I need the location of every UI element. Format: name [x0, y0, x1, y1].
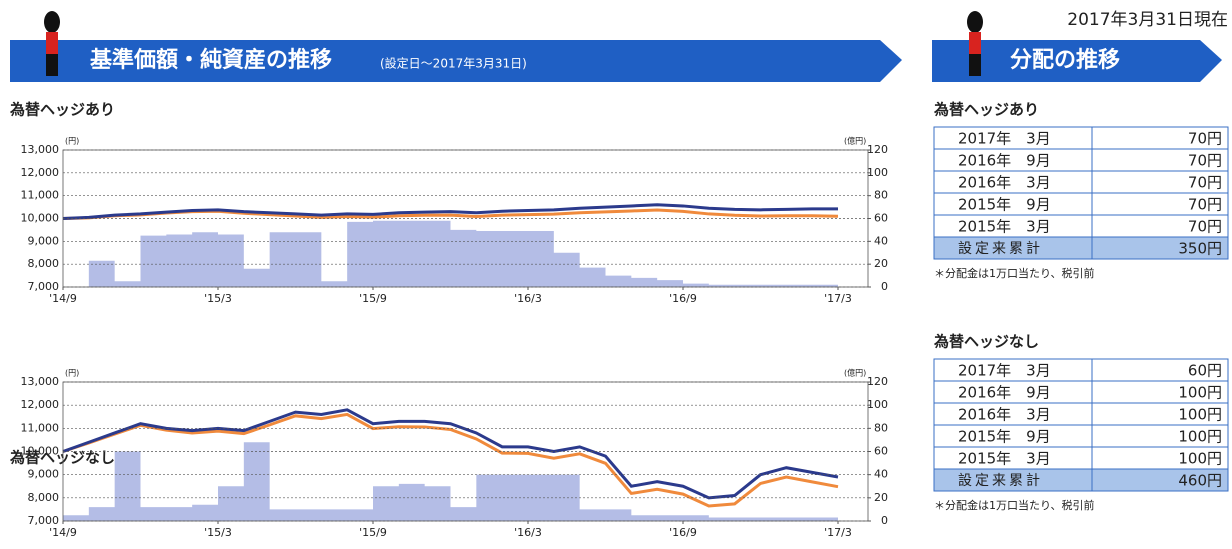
date-cell: 2016年 9月: [958, 384, 1051, 402]
x-tick-label: '14/9: [49, 526, 77, 539]
y-tick-label: 9,000: [28, 468, 60, 481]
x-tick-label: '15/3: [204, 292, 232, 305]
y2-tick-label: 20: [874, 491, 888, 504]
y-tick-label: 13,000: [21, 143, 60, 156]
net-assets-area: [63, 442, 838, 521]
amount-cell: 70円: [1188, 152, 1222, 170]
date-cell: 2017年 3月: [958, 130, 1051, 148]
as-of-date: 2017年3月31日現在: [1067, 10, 1228, 30]
amount-cell: 100円: [1178, 384, 1222, 402]
y-unit: (円): [65, 137, 79, 146]
date-cell: 2015年 3月: [958, 450, 1051, 468]
chart-title: 為替ヘッジあり: [9, 101, 115, 119]
nav-line: [63, 410, 838, 498]
y2-tick-label: 80: [874, 421, 888, 434]
date-cell: 2016年 9月: [958, 152, 1051, 170]
amount-cell: 100円: [1178, 450, 1222, 468]
amount-cell: 100円: [1178, 406, 1222, 424]
date-cell: 2016年 3月: [958, 174, 1051, 192]
date-cell: 2015年 9月: [958, 428, 1051, 446]
x-tick-label: '17/3: [824, 526, 852, 539]
amount-cell: 100円: [1178, 428, 1222, 446]
table-title: 為替ヘッジあり: [933, 101, 1039, 119]
x-tick-label: '16/9: [669, 292, 697, 305]
section-title: 基準価額・純資産の推移: [90, 47, 332, 73]
y-tick-label: 8,000: [28, 491, 60, 504]
x-tick-label: '16/3: [514, 526, 542, 539]
amount-cell: 70円: [1188, 130, 1222, 148]
section-title: 分配の推移: [1010, 47, 1120, 73]
y2-tick-label: 40: [874, 234, 888, 247]
net-assets-area: [63, 221, 838, 287]
x-tick-label: '17/3: [824, 292, 852, 305]
table-title: 為替ヘッジなし: [933, 333, 1039, 351]
page: 基準価額・純資産の推移 (設定日～2017年3月31日) 2017年3月31日現…: [0, 0, 1232, 549]
total-amount: 350円: [1178, 240, 1222, 258]
y2-tick-label: 20: [874, 257, 888, 270]
y-tick-label: 13,000: [21, 375, 60, 388]
x-tick-label: '15/9: [359, 292, 387, 305]
amount-cell: 70円: [1188, 196, 1222, 214]
y2-tick-label: 0: [881, 280, 888, 293]
y-tick-label: 11,000: [21, 189, 60, 202]
y-tick-label: 11,000: [21, 421, 60, 434]
date-cell: 2015年 9月: [958, 196, 1051, 214]
total-label: 設定来累計: [958, 241, 1043, 257]
y-unit: (円): [65, 369, 79, 378]
y-tick-label: 9,000: [28, 234, 60, 247]
y2-tick-label: 0: [881, 514, 888, 527]
y-tick-label: 8,000: [28, 257, 60, 270]
x-tick-label: '14/9: [49, 292, 77, 305]
y-tick-label: 10,000: [21, 445, 60, 458]
table-note: ＊分配金は1万口当たり、税引前: [934, 266, 1095, 280]
total-label: 設定来累計: [958, 473, 1043, 489]
y-tick-label: 10,000: [21, 212, 60, 225]
y2-tick-label: 40: [874, 468, 888, 481]
y2-unit: (億円): [844, 136, 866, 146]
date-cell: 2015年 3月: [958, 218, 1051, 236]
x-tick-label: '16/3: [514, 292, 542, 305]
amount-cell: 70円: [1188, 218, 1222, 236]
amount-cell: 60円: [1188, 362, 1222, 380]
y2-unit: (億円): [844, 368, 866, 378]
x-tick-label: '15/3: [204, 526, 232, 539]
y2-tick-label: 60: [874, 445, 888, 458]
amount-cell: 70円: [1188, 174, 1222, 192]
period: (設定日～2017年3月31日): [380, 56, 527, 71]
y2-tick-label: 80: [874, 189, 888, 202]
y-tick-label: 12,000: [21, 166, 60, 179]
y2-tick-label: 60: [874, 212, 888, 225]
page-canvas: 基準価額・純資産の推移 (設定日～2017年3月31日) 2017年3月31日現…: [0, 0, 1232, 549]
date-cell: 2017年 3月: [958, 362, 1051, 380]
date-cell: 2016年 3月: [958, 406, 1051, 424]
x-tick-label: '16/9: [669, 526, 697, 539]
table-note: ＊分配金は1万口当たり、税引前: [934, 498, 1095, 512]
y-tick-label: 12,000: [21, 398, 60, 411]
total-amount: 460円: [1178, 472, 1222, 490]
x-tick-label: '15/9: [359, 526, 387, 539]
